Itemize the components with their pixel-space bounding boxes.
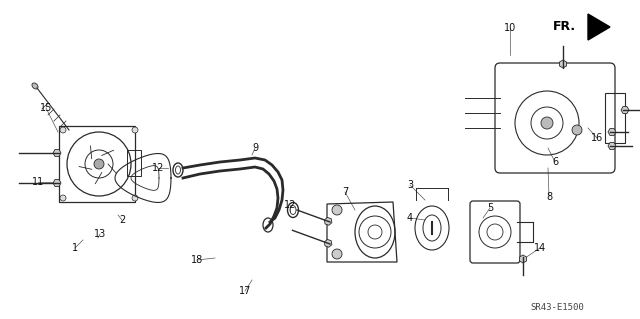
Polygon shape bbox=[324, 217, 332, 225]
Text: 8: 8 bbox=[546, 192, 552, 202]
Text: 11: 11 bbox=[32, 177, 44, 187]
Text: SR43-E1500: SR43-E1500 bbox=[530, 303, 584, 313]
Text: 1: 1 bbox=[72, 243, 78, 253]
Circle shape bbox=[60, 195, 66, 201]
Circle shape bbox=[541, 117, 553, 129]
Polygon shape bbox=[324, 239, 332, 247]
Polygon shape bbox=[588, 14, 610, 40]
Text: 10: 10 bbox=[504, 23, 516, 33]
Text: 5: 5 bbox=[487, 203, 493, 213]
Polygon shape bbox=[608, 143, 616, 150]
Text: 6: 6 bbox=[552, 157, 558, 167]
Polygon shape bbox=[53, 180, 61, 187]
Polygon shape bbox=[608, 129, 616, 136]
Polygon shape bbox=[621, 107, 629, 114]
Text: 3: 3 bbox=[407, 180, 413, 190]
Circle shape bbox=[132, 195, 138, 201]
Text: 13: 13 bbox=[94, 229, 106, 239]
Polygon shape bbox=[53, 150, 61, 156]
Bar bbox=[59, 126, 135, 202]
Polygon shape bbox=[520, 255, 527, 263]
Text: 9: 9 bbox=[252, 143, 258, 153]
Text: 4: 4 bbox=[407, 213, 413, 223]
Text: 14: 14 bbox=[534, 243, 546, 253]
Text: 12: 12 bbox=[284, 200, 296, 210]
Ellipse shape bbox=[32, 83, 38, 89]
Text: 7: 7 bbox=[342, 187, 348, 197]
Circle shape bbox=[94, 159, 104, 169]
Bar bbox=[127, 150, 141, 176]
Text: 12: 12 bbox=[152, 163, 164, 173]
Circle shape bbox=[572, 125, 582, 135]
Text: 18: 18 bbox=[191, 255, 203, 265]
Circle shape bbox=[132, 127, 138, 133]
Text: 17: 17 bbox=[239, 286, 251, 296]
Bar bbox=[605, 93, 625, 143]
Polygon shape bbox=[559, 60, 566, 68]
Text: FR.: FR. bbox=[553, 20, 576, 33]
Circle shape bbox=[332, 249, 342, 259]
Text: 15: 15 bbox=[40, 103, 52, 113]
Text: 2: 2 bbox=[119, 215, 125, 225]
Circle shape bbox=[332, 205, 342, 215]
Circle shape bbox=[60, 127, 66, 133]
Text: 16: 16 bbox=[591, 133, 603, 143]
